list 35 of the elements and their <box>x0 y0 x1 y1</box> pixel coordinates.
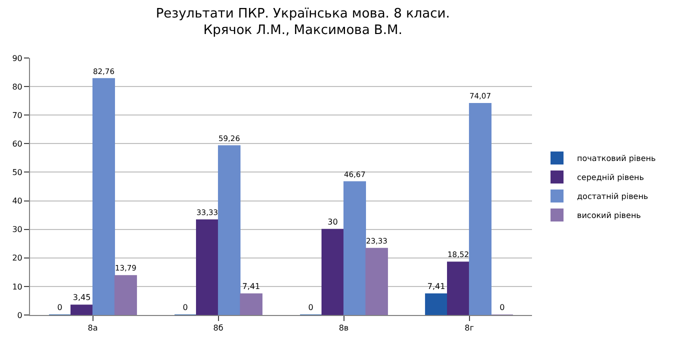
legend-label: середній рівень <box>577 173 644 182</box>
data-label: 82,76 <box>92 66 115 76</box>
y-tick-label: 50 <box>12 168 22 178</box>
data-label: 0 <box>500 303 505 312</box>
y-tick-label: 10 <box>12 282 22 292</box>
y-tick-label: 20 <box>12 254 22 263</box>
y-tick-label: 30 <box>12 225 22 234</box>
y-tick-label: 90 <box>12 54 22 63</box>
x-tick-label: 8а <box>88 324 98 333</box>
data-label: 18,52 <box>448 250 470 260</box>
data-label: 23,33 <box>366 236 388 246</box>
data-label: 74,07 <box>469 92 492 101</box>
data-label: 3,45 <box>72 293 91 302</box>
y-tick-label: 60 <box>12 139 22 148</box>
x-tick-label: 8б <box>213 324 224 333</box>
data-label: 0 <box>182 303 188 312</box>
legend-label: високий рівень <box>577 211 642 220</box>
data-label: 0 <box>57 303 62 312</box>
data-label: 30 <box>328 217 338 226</box>
data-label: 7,41 <box>242 282 260 291</box>
data-label: 33,33 <box>196 208 218 217</box>
data-label: 59,26 <box>218 134 240 143</box>
x-tick-label: 8в <box>338 324 349 333</box>
y-tick-label: 40 <box>12 196 22 206</box>
y-tick-label: 70 <box>12 110 22 120</box>
y-tick-label: 0 <box>17 310 22 320</box>
legend-label: достатній рівень <box>577 192 648 202</box>
legend-label: початковий рівень <box>577 154 656 164</box>
data-label: 0 <box>308 303 314 312</box>
x-tick-label: 8г <box>464 324 474 333</box>
data-label: 13,79 <box>114 264 137 273</box>
data-label: 46,67 <box>344 170 366 179</box>
data-label: 7,41 <box>427 282 446 291</box>
chart-title: Результати ПКР. Українська мова. 8 класи. Крячок Л.М., Максимова В.М. <box>156 6 450 38</box>
y-tick-label: 80 <box>12 82 22 92</box>
